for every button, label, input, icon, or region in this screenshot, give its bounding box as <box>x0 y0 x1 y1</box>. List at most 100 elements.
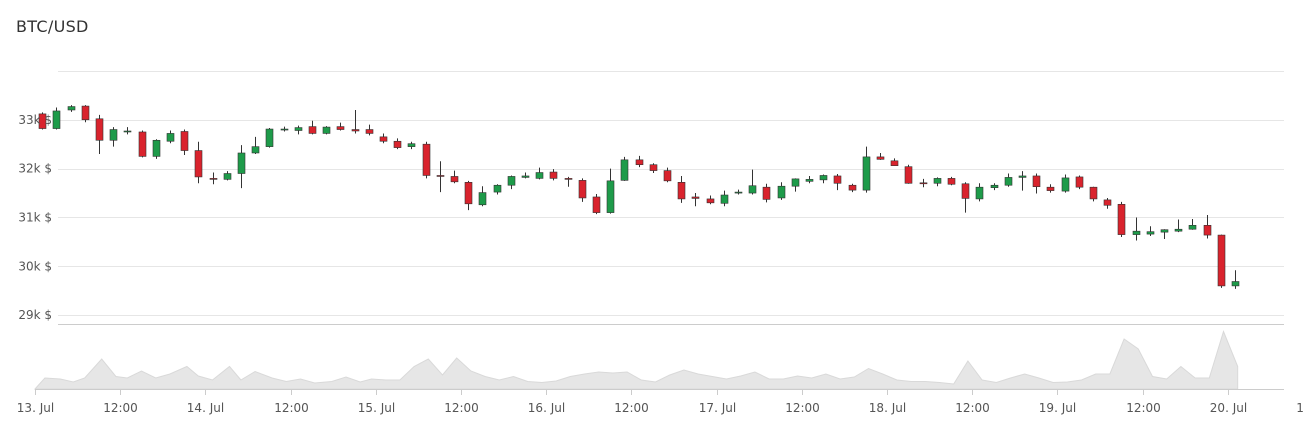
candle <box>1018 171 1027 191</box>
candle <box>138 130 147 158</box>
candle <box>1174 219 1183 233</box>
candle <box>67 105 76 112</box>
candle <box>407 141 416 150</box>
candle-body <box>663 170 672 182</box>
candle-body <box>720 194 729 204</box>
candle <box>38 112 47 130</box>
candle-body <box>450 176 459 183</box>
x-tick-label: 12:00 <box>444 401 479 415</box>
candle <box>777 182 786 200</box>
candle-body <box>819 175 828 181</box>
candle-body <box>223 173 232 180</box>
x-tick-label: 12:00 <box>1126 401 1161 415</box>
candle-body <box>1075 176 1084 188</box>
candle <box>890 158 899 166</box>
candle <box>180 129 189 155</box>
candle-body <box>67 106 76 111</box>
candle-body <box>947 178 956 185</box>
candle-body <box>848 184 857 191</box>
candle-layer <box>38 105 1240 289</box>
candle-body <box>1117 203 1126 235</box>
candle <box>592 194 601 215</box>
candle <box>961 182 970 213</box>
candle <box>379 133 388 144</box>
candle-body <box>407 143 416 147</box>
candle <box>223 171 232 181</box>
candle <box>876 152 885 160</box>
y-tick-label: 30k $ <box>18 259 52 273</box>
candle <box>1004 173 1013 187</box>
candle-body <box>1103 199 1112 206</box>
candle-body <box>1132 230 1141 235</box>
candle <box>393 138 402 150</box>
candle <box>436 161 445 193</box>
candle <box>109 127 118 147</box>
x-tick-label: 12:00 <box>955 401 990 415</box>
candle <box>1061 174 1070 193</box>
candle-body <box>919 182 928 185</box>
x-tick-label: 18. Jul <box>869 401 906 415</box>
candle-body <box>961 183 970 199</box>
candle-body <box>1046 186 1055 191</box>
candle <box>194 141 203 184</box>
candle-body <box>1004 177 1013 186</box>
candle-body <box>1174 228 1183 232</box>
candle <box>620 156 629 181</box>
candle <box>1103 197 1112 209</box>
candle-body <box>493 184 502 193</box>
candle-body <box>592 196 601 213</box>
candle-body <box>990 184 999 188</box>
candle <box>933 177 942 187</box>
candle <box>1217 234 1226 288</box>
candle-body <box>422 143 431 176</box>
candle <box>365 124 374 136</box>
candle <box>975 183 984 202</box>
candle-body <box>322 126 331 134</box>
candle <box>478 186 487 207</box>
volume-layer <box>33 330 1239 390</box>
candle-body <box>237 152 246 174</box>
candle <box>1188 218 1197 230</box>
candle <box>833 173 842 191</box>
candle-body <box>436 175 445 177</box>
candle-body <box>393 140 402 148</box>
candle-body <box>81 105 90 121</box>
candle-body <box>1018 175 1027 178</box>
candle-body <box>1217 234 1226 287</box>
candle <box>578 178 587 202</box>
candle-body <box>379 136 388 142</box>
candle <box>862 146 871 193</box>
candle <box>464 180 473 211</box>
candle <box>947 176 956 186</box>
candle <box>819 174 828 184</box>
candle <box>237 145 246 189</box>
candle <box>762 183 771 203</box>
candle <box>1117 201 1126 238</box>
y-tick-label: 31k $ <box>18 210 52 224</box>
candle-body <box>521 175 530 178</box>
candle-body <box>904 166 913 184</box>
candle <box>166 130 175 144</box>
candle-body <box>890 160 899 166</box>
candle <box>606 168 615 214</box>
x-tick-label: 12:00 <box>1296 401 1304 415</box>
x-tick-label: 16. Jul <box>528 401 565 415</box>
candle <box>81 105 90 123</box>
candle-body <box>1061 177 1070 192</box>
candle-body <box>1089 186 1098 200</box>
x-tick-label: 12:00 <box>614 401 649 415</box>
candle-body <box>478 192 487 206</box>
candle-body <box>833 175 842 184</box>
candle-body <box>748 185 757 194</box>
candle-body <box>1188 225 1197 230</box>
candle <box>649 163 658 174</box>
candle-body <box>1203 225 1212 236</box>
x-tick-label: 12:00 <box>103 401 138 415</box>
y-tick-label: 32k $ <box>18 162 52 176</box>
candle <box>521 172 530 179</box>
candle-body <box>578 180 587 199</box>
x-tick-label: 13. Jul <box>17 401 54 415</box>
candle <box>209 172 218 185</box>
